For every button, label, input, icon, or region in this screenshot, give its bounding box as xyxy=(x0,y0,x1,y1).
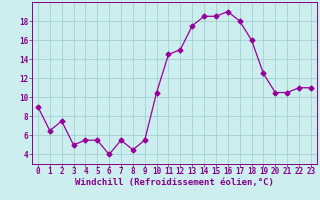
X-axis label: Windchill (Refroidissement éolien,°C): Windchill (Refroidissement éolien,°C) xyxy=(75,178,274,187)
